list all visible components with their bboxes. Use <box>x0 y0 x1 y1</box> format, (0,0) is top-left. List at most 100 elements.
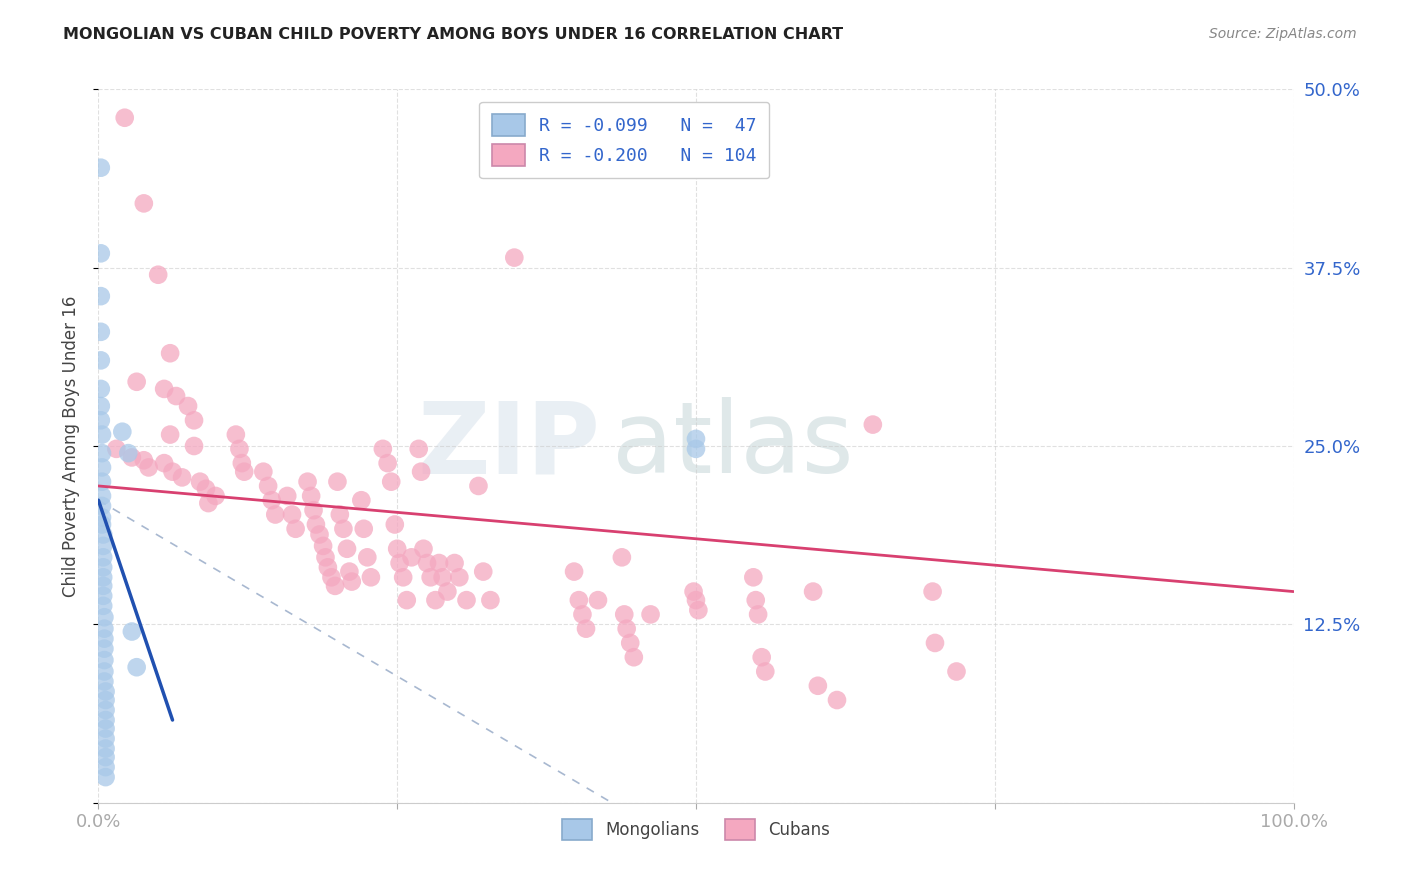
Point <box>751 650 773 665</box>
Point <box>125 375 148 389</box>
Point <box>360 570 382 584</box>
Point <box>747 607 769 622</box>
Point <box>183 413 205 427</box>
Point <box>408 442 430 456</box>
Point <box>252 465 274 479</box>
Point <box>350 493 373 508</box>
Point <box>419 570 441 584</box>
Point <box>91 599 114 613</box>
Point <box>90 246 112 260</box>
Point <box>685 432 707 446</box>
Point <box>162 465 184 479</box>
Point <box>456 593 478 607</box>
Point <box>332 522 354 536</box>
Point <box>204 489 226 503</box>
Point <box>90 325 112 339</box>
Point <box>685 442 707 456</box>
Point <box>921 584 943 599</box>
Point <box>183 439 205 453</box>
Point <box>312 539 335 553</box>
Point <box>159 427 181 442</box>
Point <box>640 607 662 622</box>
Point <box>688 603 710 617</box>
Point <box>302 503 325 517</box>
Point <box>619 636 641 650</box>
Text: MONGOLIAN VS CUBAN CHILD POVERTY AMONG BOYS UNDER 16 CORRELATION CHART: MONGOLIAN VS CUBAN CHILD POVERTY AMONG B… <box>63 27 844 42</box>
Point <box>323 579 346 593</box>
Point <box>94 703 117 717</box>
Point <box>94 684 117 698</box>
Point <box>94 750 117 764</box>
Point <box>91 489 114 503</box>
Point <box>94 693 117 707</box>
Point <box>90 289 112 303</box>
Point <box>339 565 361 579</box>
Point <box>90 399 112 413</box>
Text: ZIP: ZIP <box>418 398 600 494</box>
Point <box>93 632 115 646</box>
Point <box>571 607 593 622</box>
Point <box>125 660 148 674</box>
Point <box>257 479 280 493</box>
Point <box>225 427 247 442</box>
Point <box>371 442 394 456</box>
Point <box>195 482 218 496</box>
Point <box>91 510 114 524</box>
Point <box>321 570 343 584</box>
Point <box>138 460 160 475</box>
Point <box>449 570 471 584</box>
Point <box>91 446 114 460</box>
Point <box>281 508 304 522</box>
Point <box>472 565 495 579</box>
Point <box>425 593 447 607</box>
Point <box>94 713 117 727</box>
Point <box>416 556 439 570</box>
Point <box>575 622 598 636</box>
Point <box>91 589 114 603</box>
Point <box>94 722 117 736</box>
Point <box>91 539 114 553</box>
Point <box>329 508 352 522</box>
Point <box>91 579 114 593</box>
Point <box>340 574 363 589</box>
Point <box>682 584 704 599</box>
Point <box>132 196 155 211</box>
Point <box>562 565 585 579</box>
Point <box>353 522 375 536</box>
Point <box>91 550 114 565</box>
Point <box>91 427 114 442</box>
Point <box>105 442 128 456</box>
Point <box>411 465 433 479</box>
Point <box>172 470 194 484</box>
Point <box>93 674 115 689</box>
Point <box>93 641 115 656</box>
Point <box>91 499 114 513</box>
Point <box>384 517 406 532</box>
Point <box>91 527 114 541</box>
Point <box>90 161 112 175</box>
Point <box>148 268 170 282</box>
Point <box>153 456 176 470</box>
Point <box>754 665 776 679</box>
Point <box>276 489 298 503</box>
Point <box>91 517 114 532</box>
Point <box>395 593 418 607</box>
Point <box>945 665 967 679</box>
Point <box>924 636 946 650</box>
Point <box>90 382 112 396</box>
Point <box>308 527 330 541</box>
Point <box>93 653 115 667</box>
Point <box>299 489 322 503</box>
Point <box>260 493 283 508</box>
Point <box>165 389 187 403</box>
Point <box>121 450 143 465</box>
Point <box>90 353 112 368</box>
Point <box>233 465 256 479</box>
Point <box>316 560 339 574</box>
Point <box>114 111 136 125</box>
Point <box>467 479 489 493</box>
Point <box>388 556 411 570</box>
Text: atlas: atlas <box>613 398 853 494</box>
Point <box>94 770 117 784</box>
Point <box>610 550 633 565</box>
